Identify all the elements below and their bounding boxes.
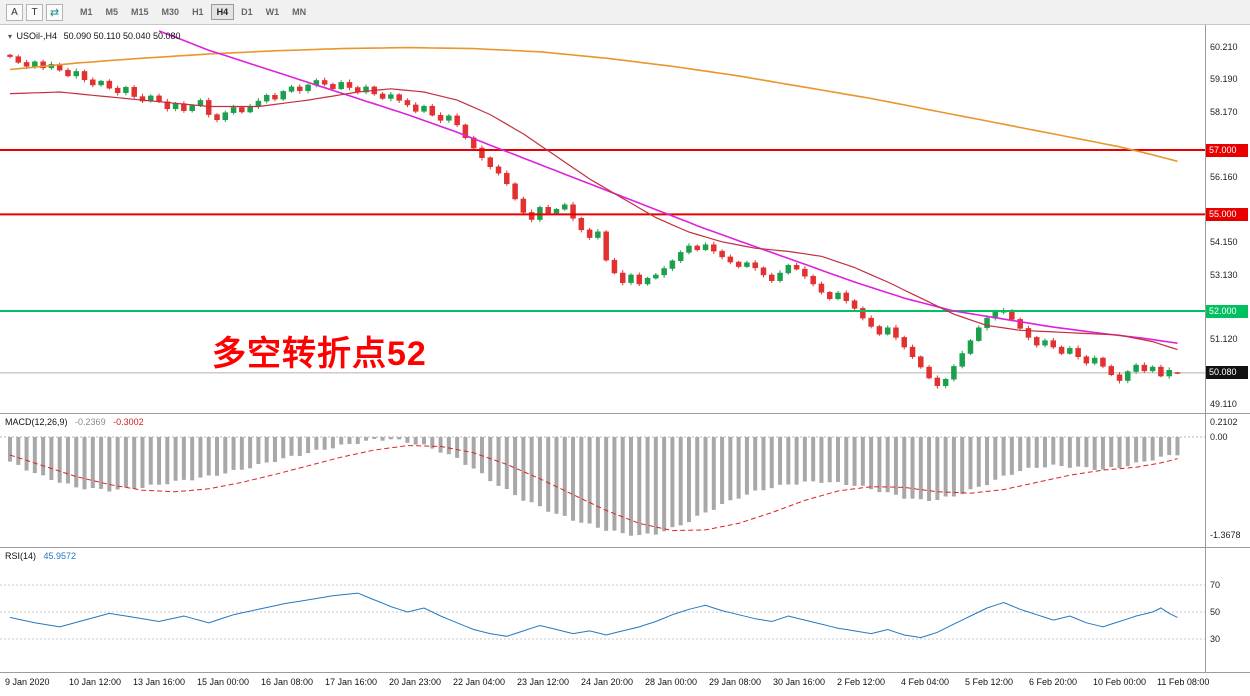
macd-signal-value: -0.3002 <box>113 417 144 427</box>
a-tool-button[interactable]: A <box>6 3 23 21</box>
timeframe-m30-button[interactable]: M30 <box>156 4 186 20</box>
timeframe-mn-button[interactable]: MN <box>286 4 312 20</box>
timeframe-m15-button[interactable]: M15 <box>125 4 155 20</box>
timeframe-m1-button[interactable]: M1 <box>74 4 99 20</box>
chart-header: ▾ USOil-,H4 50.090 50.110 50.040 50.080 <box>8 31 185 41</box>
timeframe-h4-button[interactable]: H4 <box>210 4 235 20</box>
rsi-label: RSI(14) 45.9572 <box>5 551 76 561</box>
macd-title: MACD(12,26,9) <box>5 417 68 427</box>
timeframe-d1-button[interactable]: D1 <box>235 4 259 20</box>
fast-ma-red-line <box>9 88 1178 351</box>
timeframe-h1-button[interactable]: H1 <box>186 4 210 20</box>
macd-label: MACD(12,26,9) -0.2369 -0.3002 <box>5 417 144 427</box>
rsi-line <box>9 592 1178 639</box>
chart-dropdown-icon[interactable]: ▾ <box>8 32 13 41</box>
swap-arrows-icon: ⇄ <box>49 6 60 19</box>
timeframe-group: M1 M5 M15 M30 H1 H4 D1 W1 MN <box>74 4 312 20</box>
sync-arrows-button[interactable]: ⇄ <box>46 3 63 21</box>
candles-group <box>7 53 1181 389</box>
slow-ma-orange-line <box>9 46 1178 163</box>
rsi-value: 45.9572 <box>43 551 77 561</box>
macd-histogram <box>8 437 1180 536</box>
symbol-period-label: USOil-,H4 <box>16 31 58 41</box>
macd-main-value: -0.2369 <box>75 417 106 427</box>
ohlc-values: 50.090 50.110 50.040 50.080 <box>63 31 181 41</box>
toolbar: A T ⇄ M1 M5 M15 M30 H1 H4 D1 W1 MN <box>0 0 1250 25</box>
text-annotation[interactable]: 多空转折点52 <box>212 335 427 373</box>
mid-ma-magenta-line <box>158 30 1178 344</box>
text-tool-button[interactable]: T <box>26 3 43 21</box>
rsi-title: RSI(14) <box>5 551 37 561</box>
timeframe-m5-button[interactable]: M5 <box>100 4 125 20</box>
timeframe-w1-button[interactable]: W1 <box>260 4 286 20</box>
